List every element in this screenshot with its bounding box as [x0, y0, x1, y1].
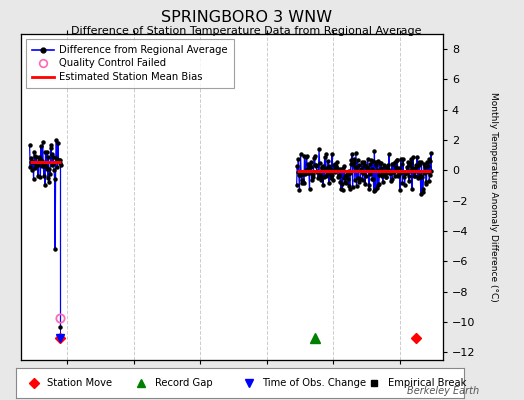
Text: Difference of Station Temperature Data from Regional Average: Difference of Station Temperature Data f…	[71, 26, 421, 36]
Y-axis label: Monthly Temperature Anomaly Difference (°C): Monthly Temperature Anomaly Difference (…	[489, 92, 498, 302]
Text: Record Gap: Record Gap	[155, 378, 212, 388]
Legend: Difference from Regional Average, Quality Control Failed, Estimated Station Mean: Difference from Regional Average, Qualit…	[26, 39, 234, 88]
Text: Station Move: Station Move	[47, 378, 112, 388]
Text: Empirical Break: Empirical Break	[388, 378, 466, 388]
Text: Berkeley Earth: Berkeley Earth	[407, 386, 479, 396]
Text: Time of Obs. Change: Time of Obs. Change	[262, 378, 366, 388]
Text: SPRINGBORO 3 WNW: SPRINGBORO 3 WNW	[161, 10, 332, 25]
